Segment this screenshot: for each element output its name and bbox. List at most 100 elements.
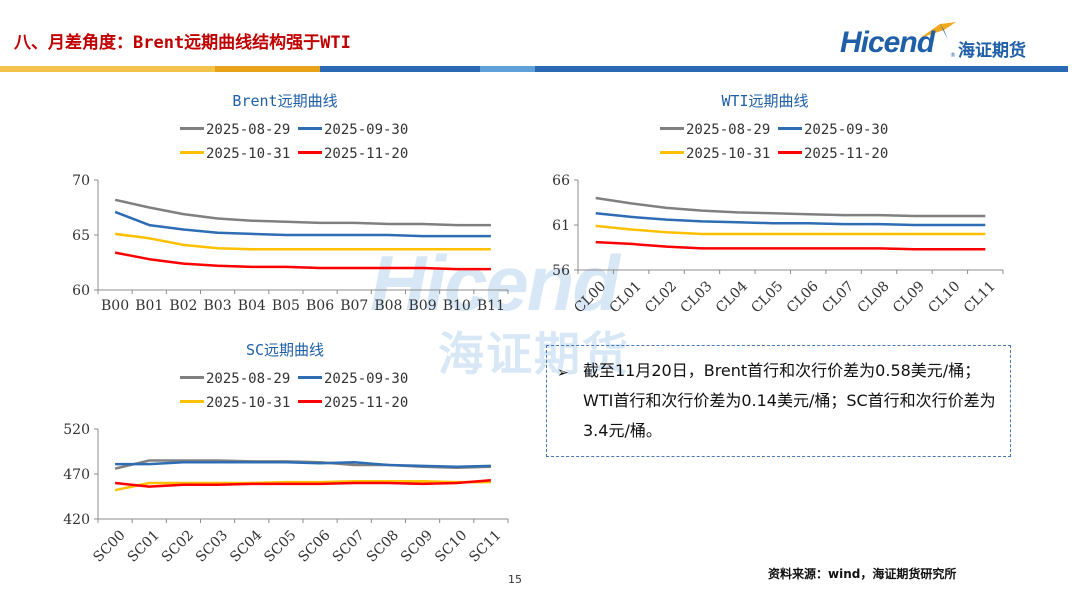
x-tick-label: CL00	[571, 278, 609, 316]
legend-swatch	[180, 150, 204, 154]
logo-text-en: Hicend	[840, 26, 935, 59]
x-tick-label: SC04	[227, 527, 265, 565]
legend-label: 2025-09-30	[324, 122, 409, 138]
wti-chart-title: WTI远期曲线	[721, 92, 809, 110]
hicend-logo: Hicend ® 海证期货	[840, 22, 1050, 66]
wti-legend: 2025-08-29 2025-09-30 2025-10-31 2025-11…	[660, 121, 960, 165]
legend-item: 2025-11-20	[298, 145, 408, 163]
series-line	[114, 251, 491, 271]
header-stripe-4	[480, 66, 535, 72]
legend-label: 2025-08-29	[206, 122, 291, 138]
sc-chart-title: SC远期曲线	[245, 341, 325, 359]
y-tick-label: 65	[72, 228, 90, 244]
sc-legend: 2025-08-29 2025-09-30 2025-10-31 2025-11…	[180, 370, 480, 414]
legend-item: 2025-11-20	[778, 145, 888, 163]
x-tick-label: SC09	[398, 527, 436, 565]
legend-item: 2025-10-31	[180, 145, 290, 163]
legend-item: 2025-09-30	[778, 121, 888, 139]
series-line	[595, 212, 986, 227]
series-line	[115, 461, 491, 469]
data-source: 资料来源：wind，海证期货研究所	[768, 567, 957, 581]
y-tick-label: 520	[63, 422, 90, 438]
x-tick-label: B05	[272, 298, 300, 314]
x-tick-label: SC03	[193, 527, 231, 565]
series-line	[114, 479, 491, 488]
series-line	[114, 479, 491, 492]
header-stripe-5	[535, 66, 1068, 72]
legend-item: 2025-09-30	[298, 370, 408, 388]
bullet-arrow-icon: ➢	[557, 365, 569, 381]
wti-plot: 566166CL00CL01CL02CL03CL04CL05CL06CL07CL…	[552, 173, 1004, 316]
x-tick-label: SC02	[159, 527, 197, 565]
x-tick-label: CL06	[784, 278, 822, 316]
x-tick-label: B10	[443, 298, 471, 314]
header-stripe-3	[320, 66, 480, 72]
y-tick-label: 470	[63, 467, 90, 483]
x-tick-label: SC01	[125, 527, 163, 565]
x-tick-label: SC08	[364, 527, 402, 565]
legend-swatch	[180, 126, 204, 130]
legend-item: 2025-10-31	[180, 394, 290, 412]
legend-label: 2025-10-31	[686, 146, 771, 162]
legend-swatch	[660, 126, 684, 130]
legend-swatch	[298, 375, 322, 379]
series-line	[595, 240, 986, 251]
x-tick-label: SC07	[330, 527, 368, 565]
x-tick-label: CL09	[890, 278, 928, 316]
y-tick-label: 56	[552, 263, 570, 279]
brent-chart-title: Brent远期曲线	[232, 92, 338, 110]
legend-item: 2025-08-29	[660, 121, 770, 139]
x-tick-label: SC06	[295, 527, 333, 565]
sc-chart: SC远期曲线 2025-08-29 2025-09-30 2025-10-31 …	[40, 335, 530, 575]
legend-swatch	[298, 150, 322, 154]
x-tick-label: SC11	[466, 527, 504, 565]
wti-chart: WTI远期曲线 2025-08-29 2025-09-30 2025-10-31…	[520, 86, 1010, 336]
legend-swatch	[298, 399, 322, 403]
x-tick-label: B00	[101, 298, 129, 314]
series-line	[595, 196, 986, 218]
series-line	[114, 232, 491, 251]
x-tick-label: CL05	[748, 278, 786, 316]
header-stripe-1	[0, 66, 215, 72]
x-tick-label: CL10	[925, 278, 963, 316]
legend-label: 2025-08-29	[206, 371, 291, 387]
legend-label: 2025-10-31	[206, 146, 291, 162]
sc-plot: 420470520SC00SC01SC02SC03SC04SC05SC06SC0…	[63, 422, 509, 566]
brent-chart: Brent远期曲线 2025-08-29 2025-09-30 2025-10-…	[40, 86, 530, 326]
legend-label: 2025-10-31	[206, 395, 291, 411]
logo-swoosh-icon	[920, 22, 956, 40]
page-title: 八、月差角度：Brent远期曲线结构强于WTI	[14, 33, 351, 53]
x-tick-label: B06	[306, 298, 334, 314]
x-tick-label: CL04	[713, 278, 751, 316]
x-tick-label: B11	[477, 298, 505, 314]
logo-registered-mark: ®	[950, 52, 956, 59]
legend-swatch	[660, 150, 684, 154]
x-tick-label: SC00	[90, 527, 128, 565]
legend-item: 2025-08-29	[180, 121, 290, 139]
header-stripe-2	[215, 66, 320, 72]
x-tick-label: CL01	[607, 278, 645, 316]
summary-note-text: 截至11月20日，Brent首行和次行价差为0.58美元/桶；WTI首行和次行价…	[583, 361, 996, 440]
series-line	[114, 198, 491, 227]
y-tick-label: 66	[552, 173, 570, 189]
x-tick-label: CL07	[819, 278, 857, 316]
x-tick-label: B02	[169, 298, 197, 314]
x-tick-label: CL02	[642, 278, 680, 316]
y-tick-label: 61	[552, 218, 570, 234]
x-tick-label: B01	[135, 298, 163, 314]
x-tick-label: SC05	[261, 527, 299, 565]
summary-note-box: ➢ 截至11月20日，Brent首行和次行价差为0.58美元/桶；WTI首行和次…	[546, 345, 1011, 457]
legend-label: 2025-08-29	[686, 122, 771, 138]
series-line	[114, 210, 491, 238]
legend-label: 2025-09-30	[324, 371, 409, 387]
legend-label: 2025-11-20	[324, 395, 409, 411]
legend-swatch	[778, 126, 802, 130]
legend-item: 2025-08-29	[180, 370, 290, 388]
legend-item: 2025-11-20	[298, 394, 408, 412]
brent-plot: 60 65 70 B00 B01 B02 B03 B04 B05 B06 B07 B08 B09 B10 B…	[72, 173, 509, 314]
y-tick-label: 70	[72, 173, 90, 189]
x-tick-label: B07	[340, 298, 368, 314]
legend-item: 2025-09-30	[298, 121, 408, 139]
x-tick-label: SC10	[432, 527, 470, 565]
x-tick-label: CL11	[961, 278, 999, 316]
